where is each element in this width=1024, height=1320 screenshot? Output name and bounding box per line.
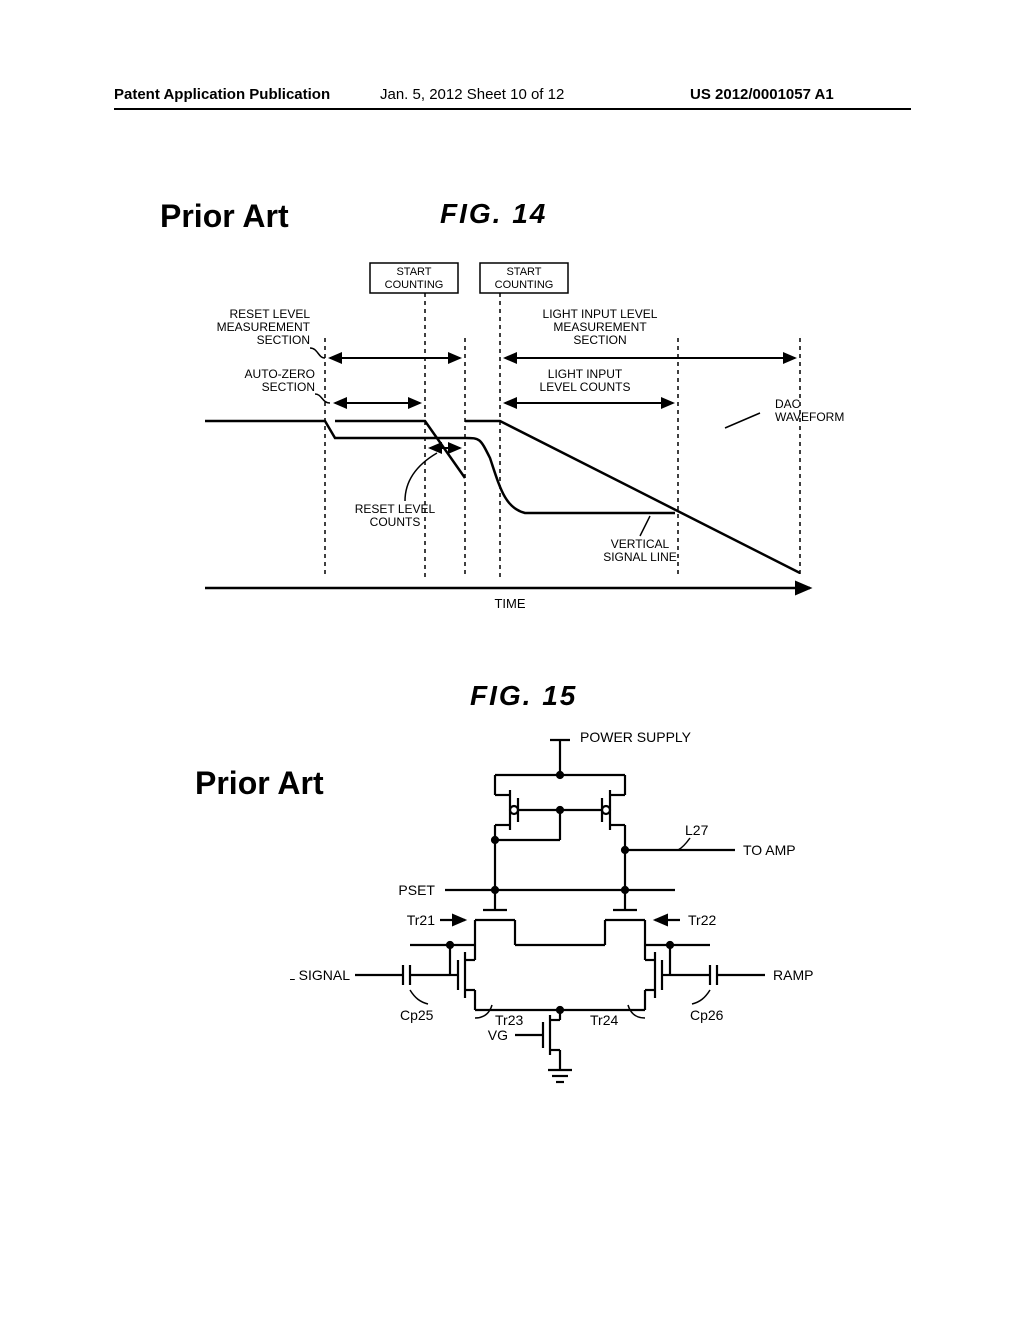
cp25-label: Cp25 <box>400 1007 434 1023</box>
to-amp-label: TO AMP <box>743 842 796 858</box>
power-supply-label: POWER SUPPLY <box>580 729 692 745</box>
light-counts-l2: LEVEL COUNTS <box>540 380 631 394</box>
light-meas-l2: MEASUREMENT <box>553 320 647 334</box>
cp26-label: Cp26 <box>690 1007 724 1023</box>
light-meas-l3: SECTION <box>573 333 626 347</box>
pixel-signal-label: PIXEL SIGNAL <box>290 967 350 983</box>
time-label: TIME <box>494 596 525 611</box>
start-counting-2-l1: START <box>506 266 541 278</box>
header-right: US 2012/0001057 A1 <box>690 86 834 103</box>
tr22-label: Tr22 <box>688 912 716 928</box>
tr24-label: Tr24 <box>590 1012 618 1028</box>
pset-label: PSET <box>398 882 435 898</box>
light-meas-l1: LIGHT INPUT LEVEL <box>543 307 658 321</box>
l27-label: L27 <box>685 822 709 838</box>
vg-label: VG <box>488 1027 508 1043</box>
header-rule <box>114 108 911 110</box>
header-center: Jan. 5, 2012 Sheet 10 of 12 <box>380 86 564 103</box>
dac-l2: WAVEFORM <box>775 410 844 424</box>
start-counting-1-l2: COUNTING <box>385 279 444 291</box>
figure-15-circuit: POWER SUPPLY <box>290 720 890 1140</box>
start-counting-1-l1: START <box>396 266 431 278</box>
reset-meas-l3: SECTION <box>257 333 310 347</box>
figure-15-title: FIG. 15 <box>470 680 577 712</box>
figure-14: Prior Art FIG. 14 START COUNTING START C… <box>0 198 1024 638</box>
reset-counts-l1: RESET LEVEL <box>355 502 436 516</box>
reset-counts-l2: COUNTS <box>370 515 421 529</box>
header-left: Patent Application Publication <box>114 86 330 103</box>
figure-14-title: FIG. 14 <box>440 198 547 230</box>
autozero-l2: SECTION <box>262 380 315 394</box>
start-counting-2-l2: COUNTING <box>495 279 554 291</box>
vsig-l1: VERTICAL <box>611 537 670 551</box>
reset-meas-l2: MEASUREMENT <box>217 320 311 334</box>
figure-15: FIG. 15 Prior Art POWER SUPPLY <box>0 680 1024 1140</box>
vsig-l2: SIGNAL LINE <box>603 550 677 564</box>
figure-14-diagram: START COUNTING START COUNTING RESET LEVE… <box>180 258 880 638</box>
reset-meas-l1: RESET LEVEL <box>230 307 311 321</box>
prior-art-label-14: Prior Art <box>160 198 289 235</box>
ramp-label: RAMP <box>773 967 813 983</box>
autozero-l1: AUTO-ZERO <box>245 367 315 381</box>
dac-l1: DAC <box>775 397 801 411</box>
tr23-label: Tr23 <box>495 1012 523 1028</box>
tr21-label: Tr21 <box>407 912 435 928</box>
light-counts-l1: LIGHT INPUT <box>548 367 623 381</box>
